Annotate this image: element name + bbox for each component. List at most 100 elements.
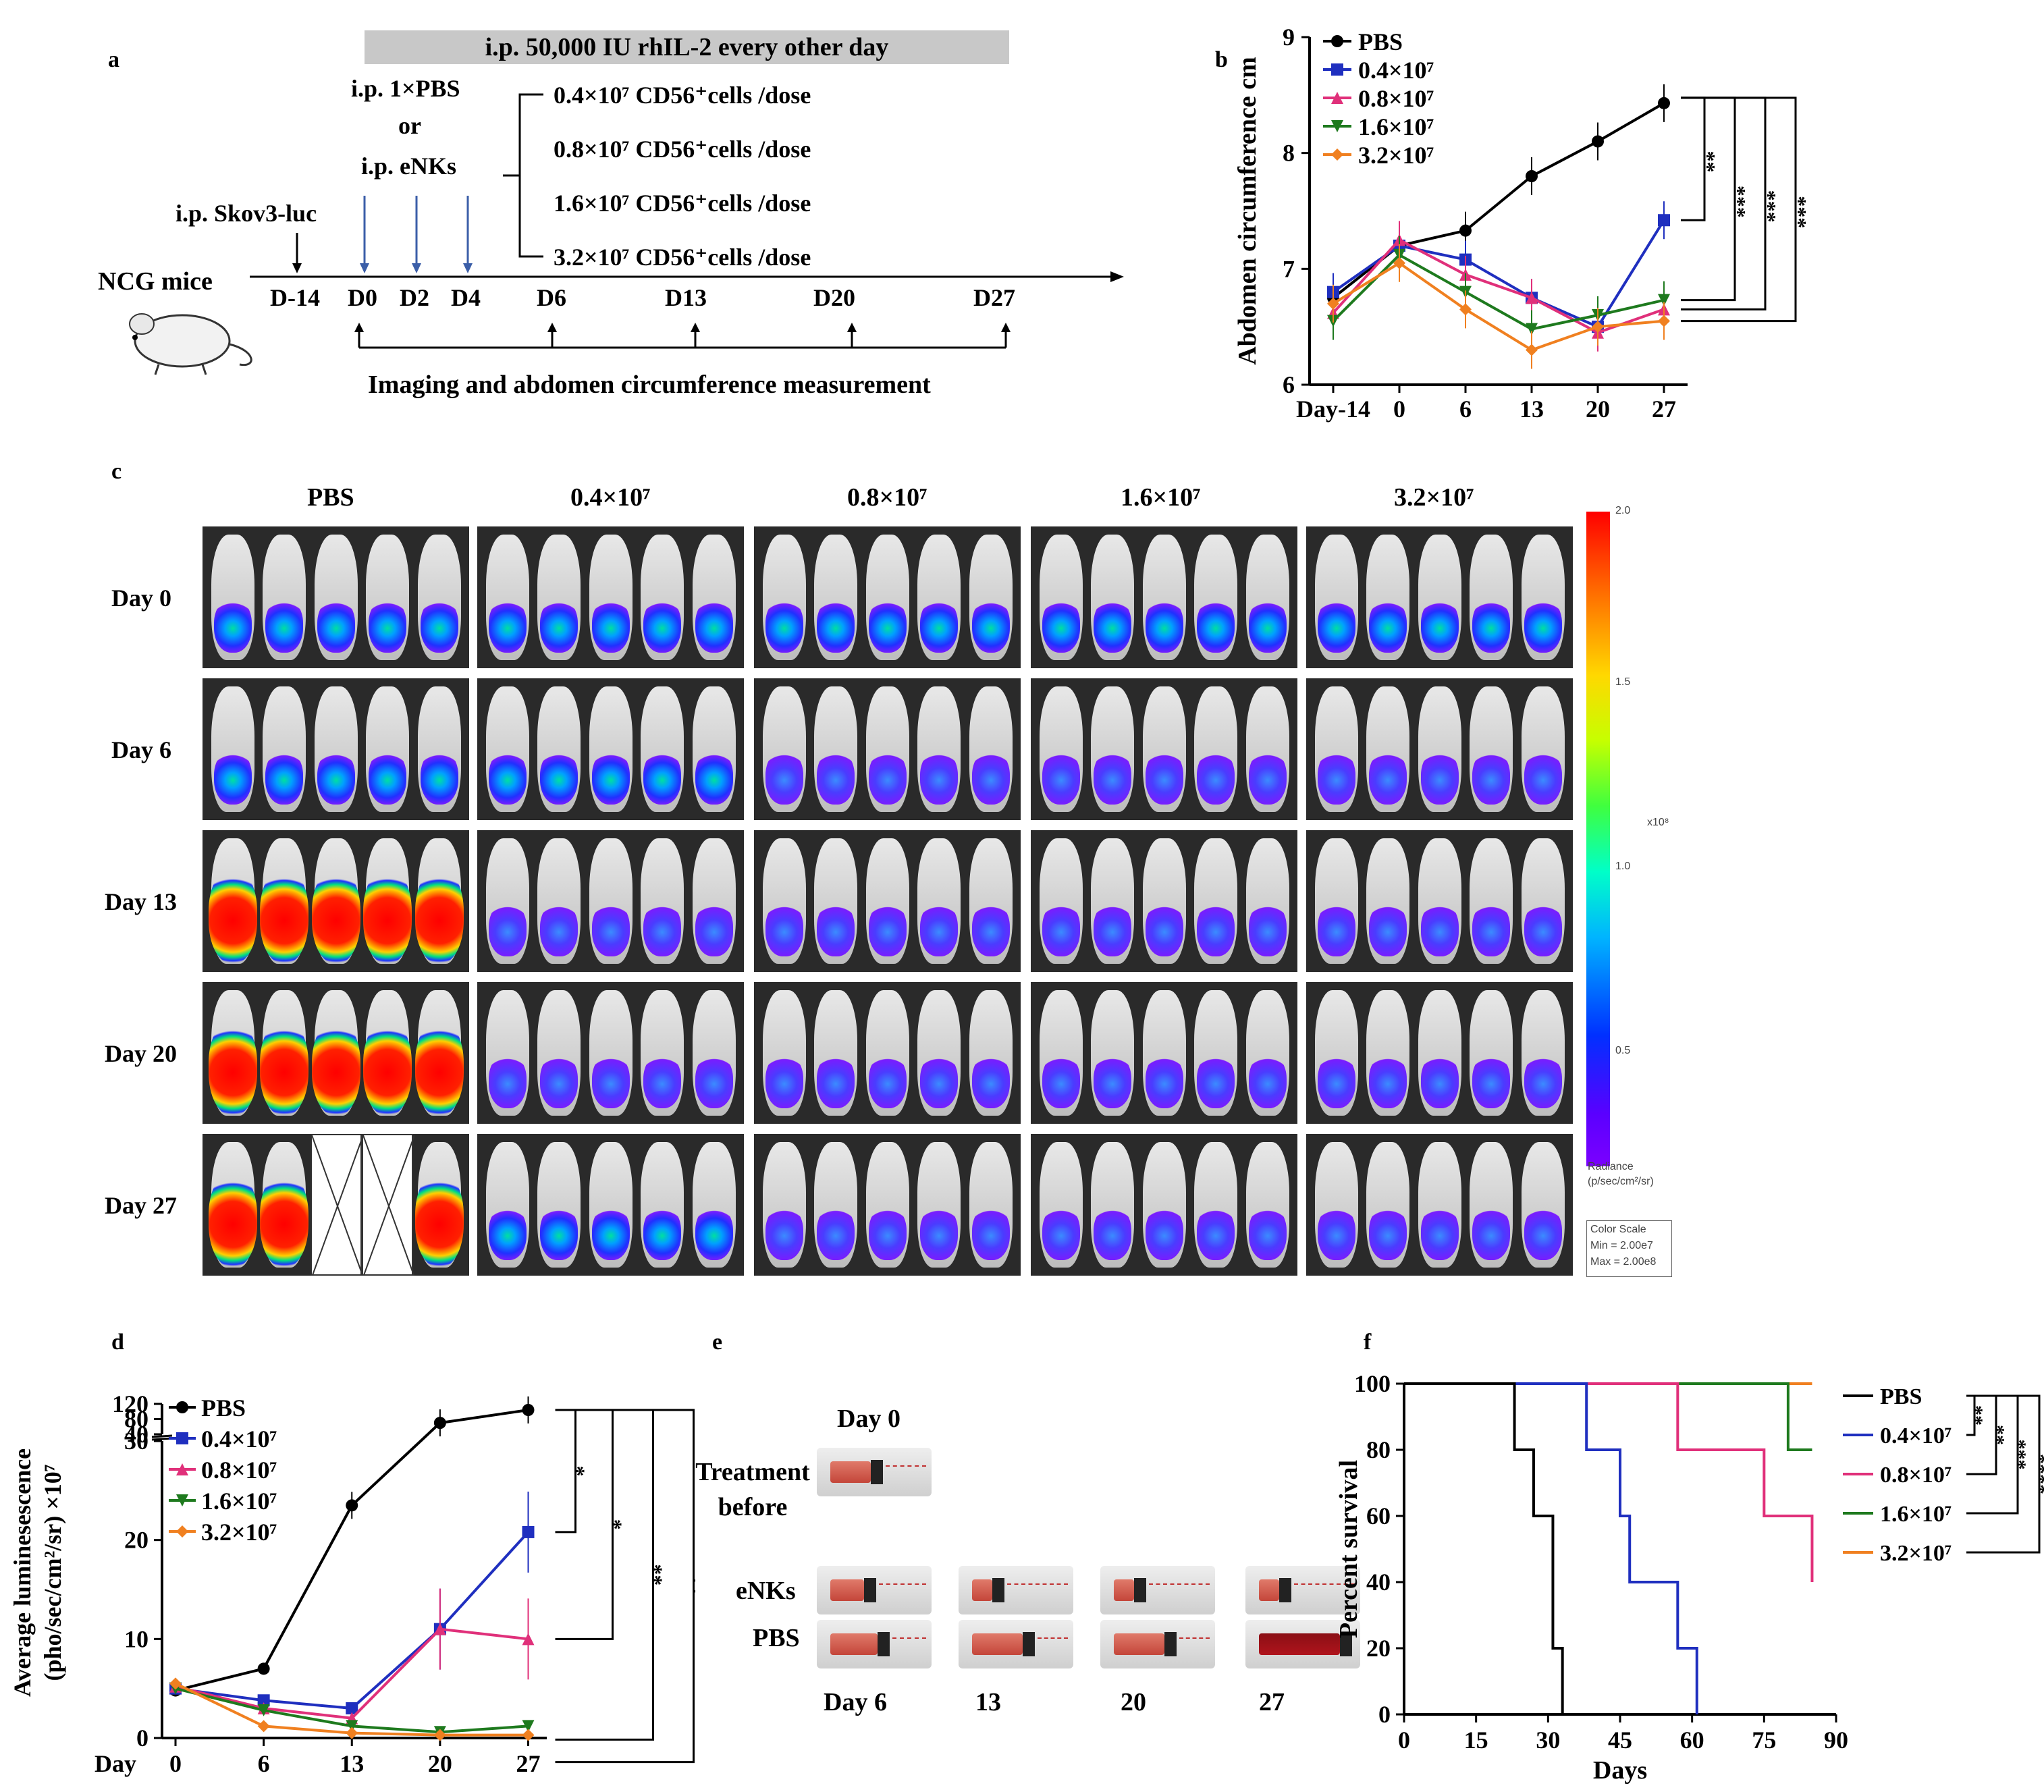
mouse-silhouette [1470, 1142, 1513, 1268]
ncg-mice-label: NCG mice [98, 267, 213, 296]
luminescence-signal [643, 902, 681, 956]
luminescence-signal [540, 751, 578, 805]
day-label: D-14 [270, 284, 320, 311]
legend-label: 0.8×10⁷ [1358, 85, 1434, 112]
mouse-silhouette [1142, 838, 1186, 964]
mouse-silhouette [692, 838, 736, 964]
data-point [1327, 297, 1339, 310]
mouse-silhouette [589, 990, 633, 1116]
syringe-image [817, 1620, 932, 1668]
luminescence-signal [311, 1021, 360, 1115]
luminescence-signal [1248, 1206, 1287, 1260]
luminescence-signal [1094, 599, 1131, 653]
y-tick-label: 100 [1354, 1370, 1391, 1397]
series-line [1332, 238, 1665, 334]
mouse-silhouette [969, 990, 1013, 1116]
mouse-silhouette [311, 990, 360, 1116]
e-day-label: 13 [975, 1688, 1001, 1716]
syringe-image [817, 1566, 932, 1614]
y-tick-label: 80 [124, 1406, 149, 1433]
luminescence-signal [1369, 1206, 1407, 1260]
dose-1: 0.4×10⁷ CD56⁺cells /dose [554, 82, 811, 109]
mouse-silhouette [1142, 990, 1186, 1116]
mouse-silhouette [1245, 1142, 1289, 1268]
y-tick-label: 6 [1283, 371, 1295, 398]
imaging-panel [1031, 526, 1297, 668]
color-scale-title: Color Scale [1590, 1224, 1646, 1235]
x-tick-label: 20 [428, 1750, 452, 1777]
mouse-silhouette [1142, 1142, 1186, 1268]
luminescence-signal [1197, 902, 1235, 956]
y-tick-label: 20 [124, 1527, 149, 1554]
data-point [1459, 303, 1472, 316]
mouse-silhouette [260, 838, 308, 964]
panel-e-ascites: Day 0 Treatment before eNKs PBS Day 6 13… [662, 1390, 1360, 1768]
ip-pbs-label: i.p. 1×PBS [351, 75, 460, 102]
series-4 [1327, 244, 1670, 369]
timeline-svg [129, 93, 1124, 375]
luminescence-signal [1042, 751, 1080, 805]
mouse-silhouette [692, 535, 736, 660]
legend-label: 1.6×10⁷ [1358, 113, 1434, 140]
mouse-silhouette [814, 838, 857, 964]
y-tick-label: 10 [124, 1625, 149, 1652]
mouse-silhouette [1039, 990, 1083, 1116]
luminescence-signal [208, 869, 257, 963]
mouse-silhouette [969, 535, 1013, 660]
luminescence-signal [540, 902, 578, 956]
mouse-silhouette [865, 535, 909, 660]
syringe-image [817, 1448, 932, 1496]
legend-label: 3.2×10⁷ [1358, 142, 1434, 169]
luminescence-signal [591, 751, 630, 805]
luminescence-signal [1145, 902, 1183, 956]
data-point [1658, 214, 1670, 227]
x-tick-label: 15 [1464, 1727, 1488, 1754]
mouse-silhouette [1470, 838, 1513, 964]
mouse-silhouette [1521, 990, 1565, 1116]
x-tick-label: 6 [258, 1750, 270, 1777]
ip-enks-label: i.p. eNKs [361, 153, 457, 180]
mouse-silhouette [1366, 1142, 1409, 1268]
luminescence-signal [1472, 1206, 1510, 1260]
legend-label: 1.6×10⁷ [1880, 1502, 1952, 1527]
luminescence-signal [540, 1054, 578, 1108]
data-point [1526, 323, 1538, 335]
ip-skov-label: i.p. Skov3-luc [176, 200, 317, 227]
significance-bracket [1681, 97, 1736, 302]
imaging-panel [203, 678, 469, 820]
data-point [1592, 321, 1604, 333]
mouse-silhouette [208, 838, 257, 964]
luminescence-signal [1197, 1054, 1235, 1108]
imaging-panel [754, 830, 1021, 972]
luminescence-signal [643, 1206, 681, 1260]
data-point [257, 1694, 270, 1707]
mouse-silhouette [485, 1142, 529, 1268]
luminescence-signal [363, 869, 412, 963]
mouse-silhouette [814, 686, 857, 812]
mouse-silhouette [1091, 1142, 1134, 1268]
luminescence-signal [1369, 902, 1407, 956]
e-day-label: 20 [1121, 1688, 1146, 1716]
mouse-silhouette [1245, 990, 1289, 1116]
significance-label: *** [2014, 1440, 2036, 1470]
significance-label: *** [1762, 190, 1786, 223]
y-tick-label: 0 [1378, 1701, 1391, 1728]
significance-label: ** [1992, 1425, 2014, 1445]
data-point [169, 1677, 182, 1690]
y-axis-label: Average luminesescence [9, 1448, 36, 1697]
luminescence-signal [1317, 751, 1355, 805]
x-axis-prefix: Day [95, 1750, 136, 1777]
y-tick-label: 60 [1366, 1502, 1391, 1529]
luminescence-signal [208, 1021, 257, 1115]
luminescence-signal [817, 902, 855, 956]
luminescence-signal [591, 1054, 630, 1108]
mouse-silhouette [1039, 686, 1083, 812]
luminescence-signal [363, 1021, 412, 1115]
luminescence-signal [1420, 1054, 1459, 1108]
mouse-silhouette [1366, 535, 1409, 660]
survival-curve [1404, 1382, 1812, 1451]
luminescence-signal [765, 1206, 803, 1260]
x-tick-label: 27 [516, 1750, 541, 1777]
imaging-panel [1031, 678, 1297, 820]
mouse-silhouette [1245, 686, 1289, 812]
